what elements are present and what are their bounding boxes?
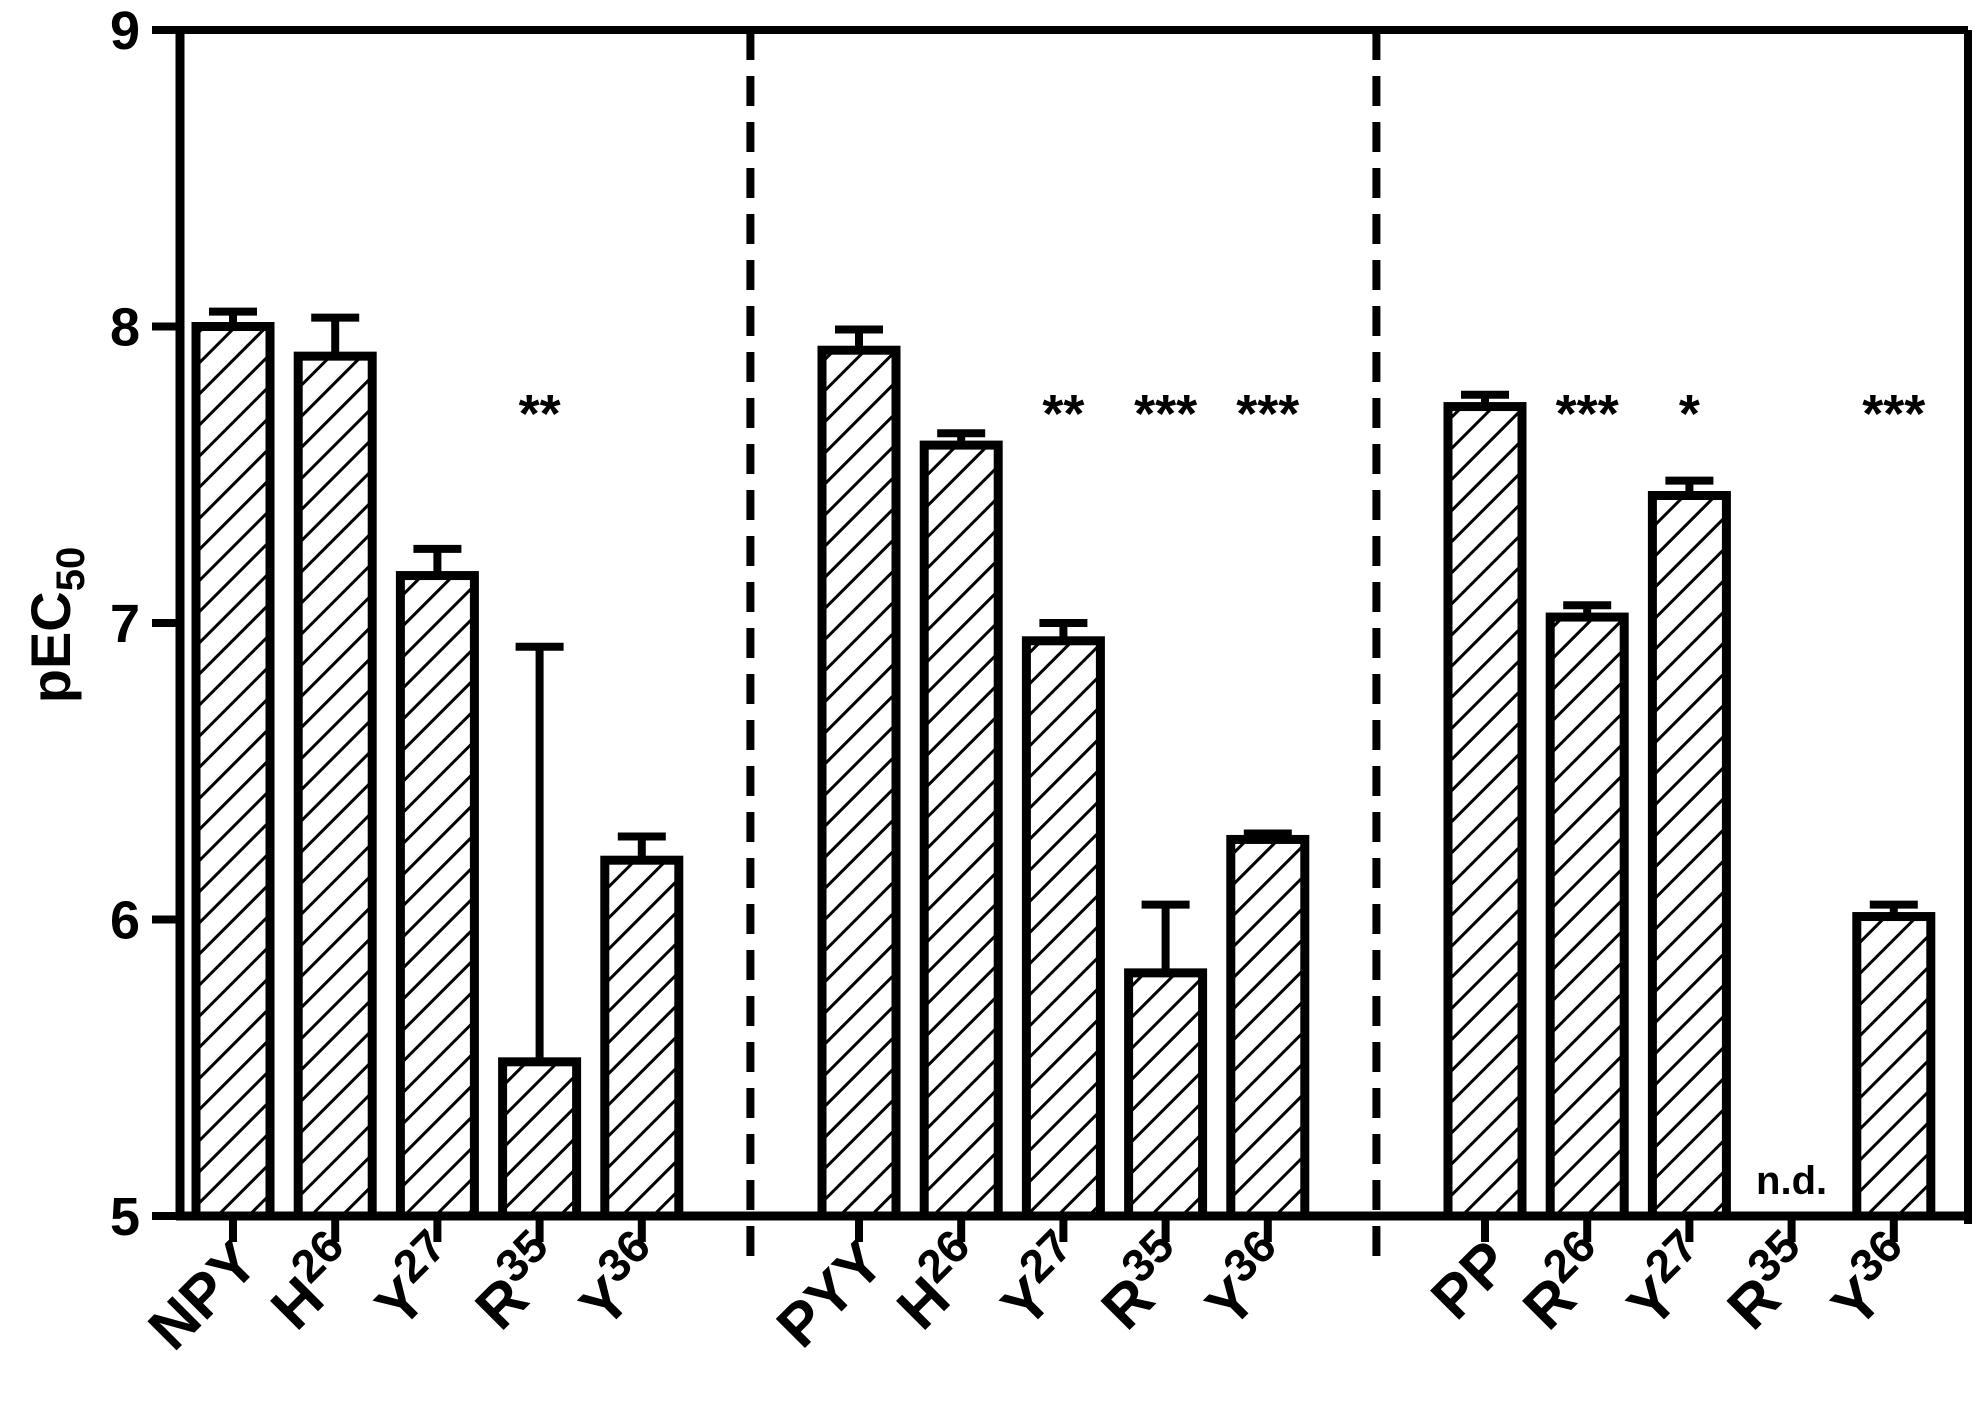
bar-7 bbox=[919, 440, 1003, 1221]
group-separators bbox=[746, 30, 1381, 1256]
bar-2 bbox=[293, 351, 377, 1221]
significance-label-10: *** bbox=[1236, 384, 1299, 444]
x-category-label-2: H26 bbox=[250, 1219, 373, 1342]
bar-10 bbox=[1226, 834, 1310, 1221]
x-category-label-1: NPY bbox=[136, 1228, 271, 1363]
x-category-label-13: Y27 bbox=[1606, 1219, 1726, 1339]
x-category-label-base: PP bbox=[1418, 1228, 1522, 1332]
y-tick-label-5: 5 bbox=[110, 1187, 140, 1247]
x-category-label-11: PP bbox=[1418, 1228, 1522, 1332]
bar-8 bbox=[1021, 636, 1105, 1221]
x-category-label-12: R26 bbox=[1502, 1219, 1625, 1342]
error-bars bbox=[209, 307, 1918, 1062]
x-category-label-base: PYY bbox=[764, 1228, 896, 1360]
significance-label-4: ** bbox=[519, 384, 561, 444]
x-category-label-3: Y27 bbox=[354, 1219, 474, 1339]
x-category-label-7: H26 bbox=[876, 1219, 999, 1342]
y-axis-label-subscript: 50 bbox=[49, 547, 93, 592]
bar-4 bbox=[498, 1057, 582, 1221]
x-category-label-base: NPY bbox=[136, 1228, 271, 1363]
bar-13 bbox=[1647, 491, 1731, 1221]
x-category-label-15: Y36 bbox=[1811, 1219, 1931, 1339]
y-tick-label-9: 9 bbox=[110, 1, 140, 61]
y-axis-label: pEC50 bbox=[19, 547, 93, 704]
bar-5 bbox=[600, 855, 684, 1221]
bar-9 bbox=[1124, 968, 1208, 1221]
bar-12 bbox=[1545, 612, 1629, 1221]
significance-label-9: *** bbox=[1134, 384, 1197, 444]
significance-label-15: *** bbox=[1862, 384, 1925, 444]
x-category-label-6: PYY bbox=[764, 1228, 896, 1360]
not-determined-label: n.d. bbox=[1756, 1159, 1827, 1203]
x-category-label-14: R35 bbox=[1706, 1219, 1829, 1342]
x-category-label-4: R35 bbox=[454, 1219, 577, 1342]
y-tick-label-8: 8 bbox=[110, 298, 140, 358]
significance-label-12: *** bbox=[1556, 384, 1619, 444]
x-category-label-9: R35 bbox=[1080, 1219, 1203, 1342]
x-category-label-8: Y27 bbox=[980, 1219, 1100, 1339]
significance-label-8: ** bbox=[1042, 384, 1084, 444]
bar-11 bbox=[1443, 402, 1527, 1221]
plot-frame bbox=[180, 26, 1972, 1224]
y-tick-label-7: 7 bbox=[110, 594, 140, 654]
significance-labels: ** ** *** *** *** * ***n.d. bbox=[519, 384, 1926, 1203]
bar-15 bbox=[1852, 912, 1936, 1221]
bars bbox=[191, 322, 1936, 1221]
significance-label-13: * bbox=[1679, 384, 1700, 444]
y-axis-label-main: pEC bbox=[19, 591, 82, 703]
bar-1 bbox=[191, 322, 275, 1221]
bar-6 bbox=[817, 345, 901, 1221]
bar-3 bbox=[395, 571, 479, 1221]
x-category-label-5: Y36 bbox=[559, 1219, 679, 1339]
x-category-label-10: Y36 bbox=[1185, 1219, 1305, 1339]
y-tick-label-6: 6 bbox=[110, 891, 140, 951]
